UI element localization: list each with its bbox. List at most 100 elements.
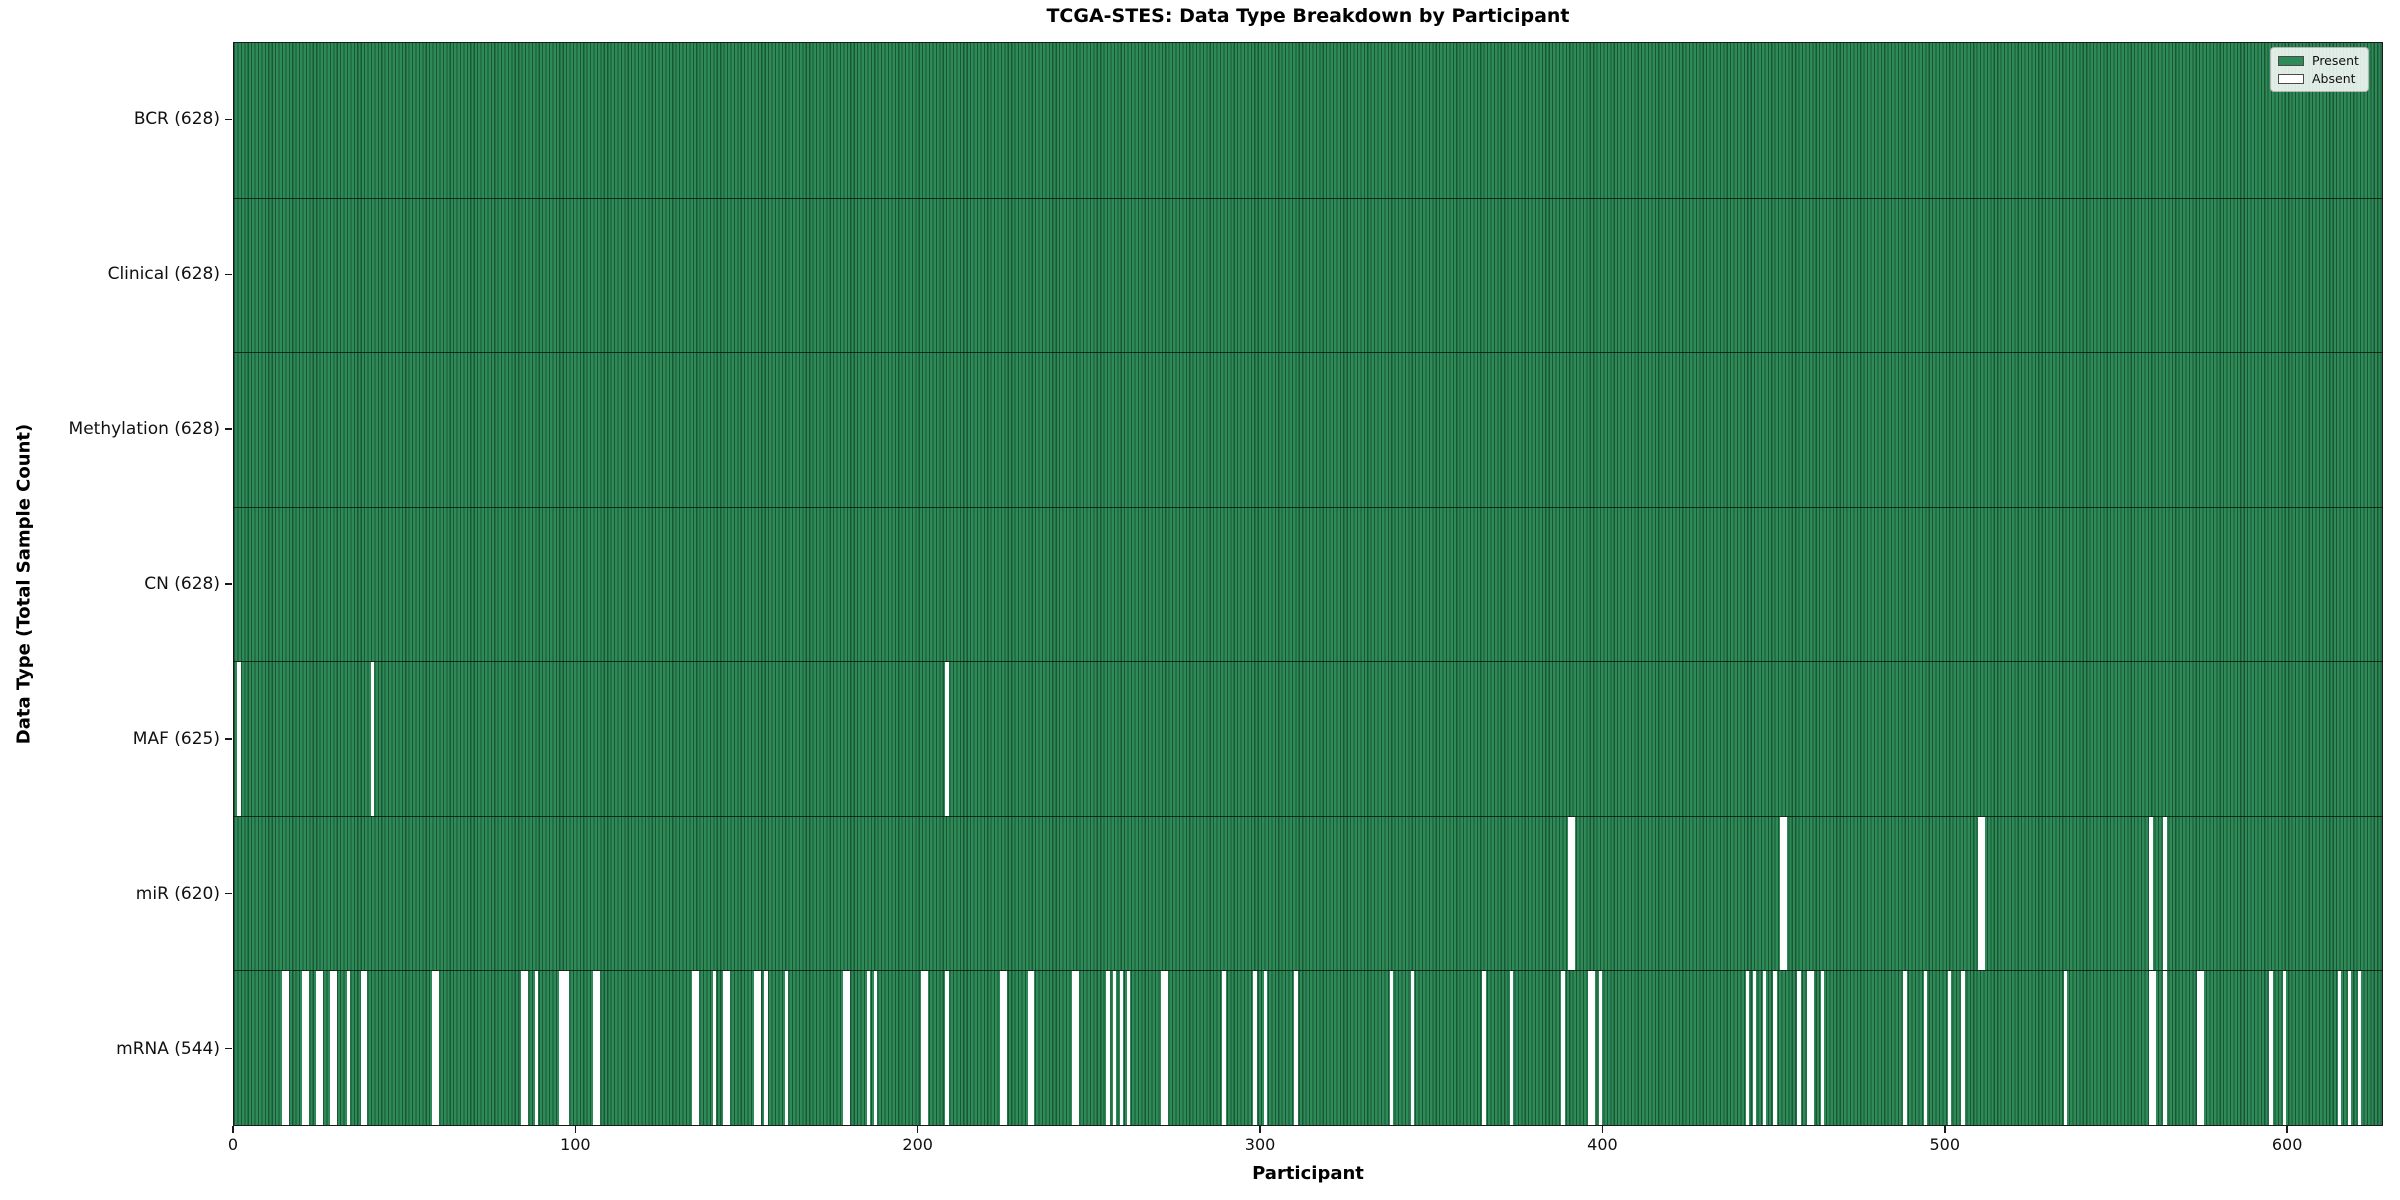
absent-stripe bbox=[1000, 971, 1007, 1125]
absent-stripe bbox=[2347, 971, 2352, 1125]
absent-stripe bbox=[593, 971, 600, 1125]
absent-stripe bbox=[712, 971, 717, 1125]
absent-stripe bbox=[1509, 971, 1514, 1125]
y-tick-mark bbox=[225, 738, 232, 740]
absent-stripe bbox=[1780, 816, 1787, 971]
legend-label: Present bbox=[2312, 53, 2359, 68]
absent-stripe bbox=[2163, 971, 2167, 1125]
y-tick-mark bbox=[225, 273, 232, 276]
absent-stripe bbox=[1903, 971, 1907, 1125]
absent-stripe bbox=[1807, 971, 1815, 1125]
x-tick-label-500: 500 bbox=[1929, 1135, 1961, 1154]
absent-stripe bbox=[2163, 816, 2167, 971]
absent-stripe bbox=[2197, 971, 2205, 1125]
y-tick-label-Methylation: Methylation (628) bbox=[68, 419, 220, 440]
absent-stripe bbox=[1961, 971, 1965, 1125]
absent-stripe bbox=[302, 971, 310, 1125]
heatmap-row-mRNA bbox=[234, 970, 2382, 1125]
absent-stripe bbox=[1263, 971, 1267, 1125]
x-tick-label-400: 400 bbox=[1587, 1135, 1618, 1154]
absent-stripe bbox=[1222, 971, 1226, 1125]
absent-stripe bbox=[2149, 816, 2153, 971]
x-tick-mark bbox=[574, 1126, 577, 1133]
absent-stripe bbox=[1923, 971, 1928, 1125]
heatmap-row-miR bbox=[234, 815, 2382, 971]
absent-stripe bbox=[784, 971, 789, 1125]
absent-stripe bbox=[2337, 971, 2341, 1125]
x-tick-label-200: 200 bbox=[902, 1135, 933, 1154]
x-tick-mark bbox=[1601, 1126, 1604, 1133]
absent-stripe bbox=[1745, 971, 1750, 1125]
absent-stripe bbox=[1390, 971, 1394, 1125]
heatmap-row-BCR bbox=[234, 43, 2382, 198]
absent-stripe bbox=[521, 971, 529, 1125]
absent-stripe bbox=[764, 971, 768, 1125]
absent-stripe bbox=[945, 662, 949, 816]
legend-label: Absent bbox=[2312, 71, 2356, 86]
absent-stripe bbox=[945, 971, 949, 1125]
absent-stripe bbox=[873, 971, 878, 1125]
x-axis-label: Participant bbox=[1252, 1163, 1364, 1184]
heatmap-row-Methylation bbox=[234, 352, 2382, 507]
absent-stripe bbox=[2282, 971, 2287, 1125]
legend: Present Absent bbox=[2270, 47, 2369, 92]
absent-stripe bbox=[370, 662, 375, 816]
legend-swatch-absent bbox=[2278, 73, 2304, 84]
y-tick-label-mRNA: mRNA (544) bbox=[116, 1038, 220, 1059]
absent-stripe bbox=[1106, 971, 1110, 1125]
absent-stripe bbox=[360, 971, 368, 1125]
absent-stripe bbox=[1978, 816, 1986, 971]
absent-stripe bbox=[316, 971, 323, 1125]
absent-stripe bbox=[1598, 971, 1603, 1125]
absent-stripe bbox=[432, 971, 440, 1125]
absent-stripe bbox=[723, 971, 730, 1125]
y-tick-mark bbox=[225, 892, 232, 895]
x-tick-mark bbox=[232, 1126, 234, 1133]
y-tick-label-Clinical: Clinical (628) bbox=[107, 264, 220, 285]
y-tick-mark bbox=[225, 118, 232, 121]
y-tick-label-miR: miR (620) bbox=[135, 883, 220, 904]
absent-stripe bbox=[237, 662, 241, 816]
y-tick-label-MAF: MAF (625) bbox=[132, 728, 220, 749]
chart-title: TCGA-STES: Data Type Breakdown by Partic… bbox=[1046, 5, 1570, 27]
absent-stripe bbox=[1947, 971, 1952, 1125]
x-tick-mark bbox=[916, 1126, 919, 1133]
y-tick-mark bbox=[225, 428, 232, 430]
absent-stripe bbox=[2269, 971, 2273, 1125]
absent-stripe bbox=[558, 971, 570, 1125]
x-tick-label-100: 100 bbox=[560, 1135, 591, 1154]
absent-stripe bbox=[1773, 971, 1777, 1125]
y-tick-mark bbox=[225, 1047, 232, 1050]
absent-stripe bbox=[1482, 971, 1486, 1125]
absent-stripe bbox=[1027, 971, 1035, 1125]
absent-stripe bbox=[1253, 971, 1257, 1125]
heatmap-row-CN bbox=[234, 506, 2382, 662]
y-tick-label-CN: CN (628) bbox=[144, 574, 220, 594]
absent-stripe bbox=[2063, 971, 2068, 1125]
x-tick-label-0: 0 bbox=[227, 1135, 239, 1154]
absent-stripe bbox=[1119, 971, 1124, 1125]
absent-stripe bbox=[1797, 971, 1801, 1125]
absent-stripe bbox=[2149, 971, 2157, 1125]
absent-stripe bbox=[1294, 971, 1298, 1125]
absent-stripe bbox=[346, 971, 351, 1125]
x-tick-label-600: 600 bbox=[2271, 1135, 2303, 1154]
absent-stripe bbox=[534, 971, 539, 1125]
legend-swatch-present bbox=[2278, 55, 2304, 66]
absent-stripe bbox=[753, 971, 761, 1125]
x-tick-label-300: 300 bbox=[1244, 1135, 1276, 1154]
y-tick-mark bbox=[225, 583, 232, 585]
absent-stripe bbox=[842, 971, 850, 1125]
absent-stripe bbox=[329, 971, 337, 1125]
absent-stripe bbox=[866, 971, 871, 1125]
absent-stripe bbox=[1567, 816, 1575, 971]
absent-stripe bbox=[2358, 971, 2362, 1125]
x-tick-mark bbox=[1944, 1126, 1946, 1133]
heatmap-row-MAF bbox=[234, 661, 2382, 816]
absent-stripe bbox=[921, 971, 929, 1125]
x-tick-mark bbox=[1259, 1126, 1261, 1133]
absent-stripe bbox=[1752, 971, 1757, 1125]
plot-area bbox=[233, 42, 2383, 1126]
legend-entry-absent: Absent bbox=[2278, 72, 2359, 85]
